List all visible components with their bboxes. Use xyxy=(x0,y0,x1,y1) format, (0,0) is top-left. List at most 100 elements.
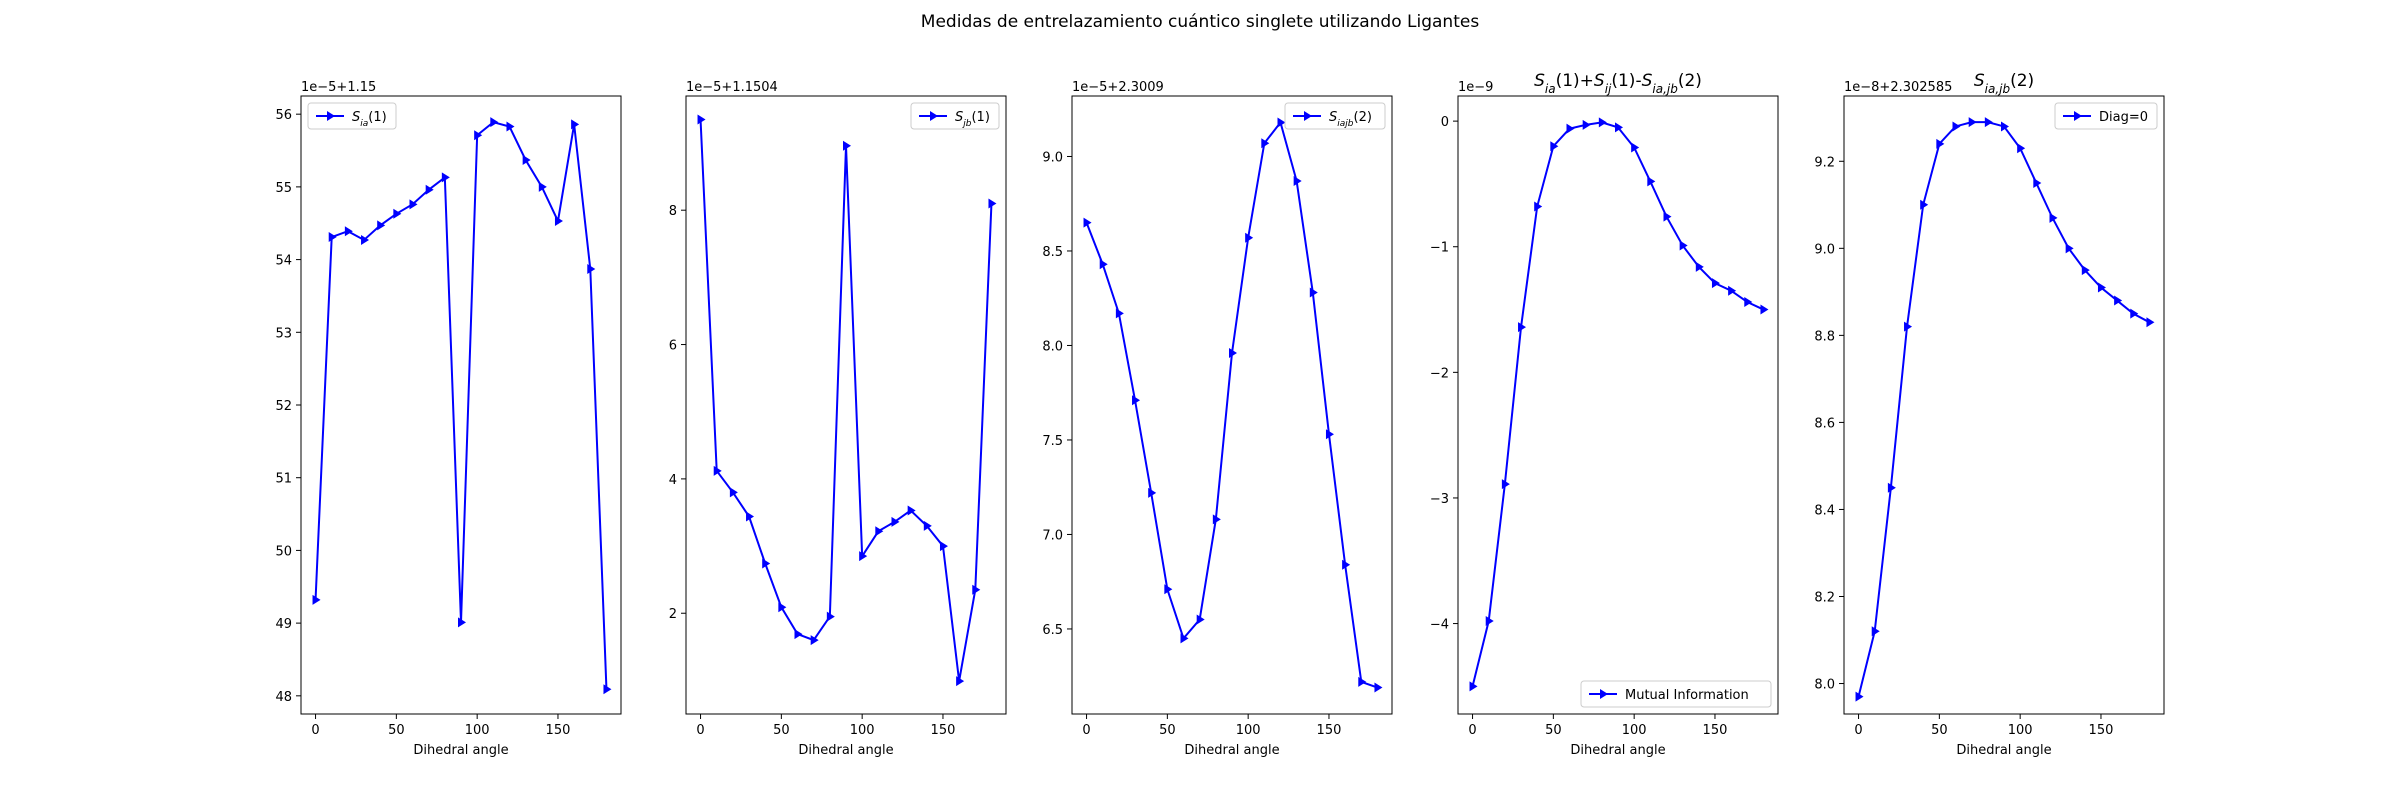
y-tick-label: 8 xyxy=(669,204,677,219)
label-text: (2) xyxy=(1354,110,1372,125)
axes-frame xyxy=(1071,95,1393,715)
data-point xyxy=(762,558,771,569)
label-text: (1)+ xyxy=(1556,71,1594,91)
y-tick-label: 9.0 xyxy=(1042,150,1063,165)
data-point xyxy=(972,584,981,595)
data-point xyxy=(1469,681,1478,692)
data-point xyxy=(1374,682,1383,693)
label-symbol: S xyxy=(1974,71,1985,91)
data-point xyxy=(538,181,547,192)
data-point xyxy=(2081,265,2090,276)
data-point xyxy=(1164,584,1173,595)
data-point xyxy=(1485,616,1494,627)
data-point xyxy=(1952,121,1961,132)
data-point xyxy=(1534,201,1543,212)
data-point xyxy=(1679,240,1688,251)
data-point xyxy=(988,198,997,209)
axes-frame xyxy=(1843,95,2165,715)
x-tick-label: 50 xyxy=(1159,723,1176,738)
label-symbol: S xyxy=(352,110,360,125)
label-text: (2) xyxy=(1678,71,1702,91)
data-point xyxy=(1728,285,1737,296)
data-point xyxy=(1518,322,1527,333)
label-subscript: ij xyxy=(1605,82,1612,96)
data-point xyxy=(891,516,900,527)
data-point xyxy=(1936,138,1945,149)
x-axis-label: Dihedral angle xyxy=(1184,743,1279,758)
data-point xyxy=(1358,676,1367,687)
y-tick-label: 9.0 xyxy=(1814,242,1835,257)
series-line xyxy=(314,121,608,690)
data-point xyxy=(1887,482,1896,493)
data-point xyxy=(1711,278,1720,289)
legend-box xyxy=(2054,102,2158,130)
data-point xyxy=(875,526,884,537)
legend: Siajb(2) xyxy=(1284,102,1386,130)
subplot-3: 0 50 100 150 6.5 7.0 7.5 8.0 8.5 9.0 Dihedral angl… xyxy=(1042,80,1393,758)
x-tick-label: 100 xyxy=(465,723,490,738)
data-point xyxy=(2130,308,2139,319)
data-point xyxy=(474,130,483,141)
y-tick-label: 56 xyxy=(275,108,292,123)
data-point xyxy=(2033,178,2042,189)
series-line xyxy=(699,119,993,682)
data-point xyxy=(1309,287,1318,298)
data-point xyxy=(1984,117,1993,128)
x-axis-label: Dihedral angle xyxy=(798,743,893,758)
data-point xyxy=(2097,282,2106,293)
subplot-title: Sia,jb(2) xyxy=(1974,71,2034,96)
data-point xyxy=(603,684,612,695)
y-tick-label: −2 xyxy=(1430,366,1449,381)
y-tick-label: 2 xyxy=(669,607,677,622)
y-tick-label: 52 xyxy=(275,399,292,414)
data-point xyxy=(522,154,531,165)
y-tick-label: 8.6 xyxy=(1814,416,1835,431)
data-point xyxy=(1196,614,1205,625)
data-point xyxy=(939,541,948,552)
y-tick-label: 8.5 xyxy=(1042,245,1063,260)
subplot-1: 0 50 100 150 48 49 50 51 52 53 54 55 56 Dihedral angl… xyxy=(275,80,622,758)
data-point xyxy=(554,216,563,227)
x-axis-label: Dihedral angle xyxy=(1956,743,2051,758)
x-tick-label: 50 xyxy=(1931,723,1948,738)
axis-offset-text: 1e−5+1.1504 xyxy=(686,80,778,95)
data-point xyxy=(1083,217,1092,228)
x-tick-label: 150 xyxy=(546,723,571,738)
y-tick-label: 7.0 xyxy=(1042,528,1063,543)
legend-marker xyxy=(1600,689,1608,699)
data-point xyxy=(441,172,450,183)
x-axis-label: Dihedral angle xyxy=(1570,743,1665,758)
data-point xyxy=(1099,259,1108,270)
label-symbol: S xyxy=(1534,71,1545,91)
y-tick-label: 53 xyxy=(275,326,292,341)
data-point xyxy=(697,114,706,125)
data-point xyxy=(344,226,353,237)
data-point xyxy=(1132,395,1141,406)
x-tick-label: 50 xyxy=(1545,723,1562,738)
data-point xyxy=(794,629,803,640)
data-point xyxy=(1180,633,1189,644)
data-point xyxy=(843,140,851,151)
x-tick-label: 0 xyxy=(1082,723,1090,738)
y-tick-label: 8.0 xyxy=(1042,339,1063,354)
data-point xyxy=(1261,138,1270,149)
data-point xyxy=(1342,559,1351,570)
y-tick-label: 4 xyxy=(669,473,677,488)
legend-box xyxy=(910,102,1000,130)
y-tick-label: 55 xyxy=(275,181,292,196)
label-subscript: ia xyxy=(1545,82,1556,96)
data-point xyxy=(1598,117,1607,128)
legend-box xyxy=(1284,102,1386,130)
data-point xyxy=(1325,429,1334,440)
x-tick-label: 100 xyxy=(1622,723,1647,738)
data-point xyxy=(506,121,515,132)
legend: Mutual Information xyxy=(1580,680,1772,708)
legend: Sjb(1) xyxy=(910,102,1000,130)
data-point xyxy=(1695,261,1704,272)
y-tick-label: 8.4 xyxy=(1814,503,1835,518)
x-axis-label: Dihedral angle xyxy=(413,743,508,758)
data-point xyxy=(361,234,370,245)
legend-label: Mutual Information xyxy=(1625,688,1749,703)
x-tick-label: 50 xyxy=(388,723,405,738)
